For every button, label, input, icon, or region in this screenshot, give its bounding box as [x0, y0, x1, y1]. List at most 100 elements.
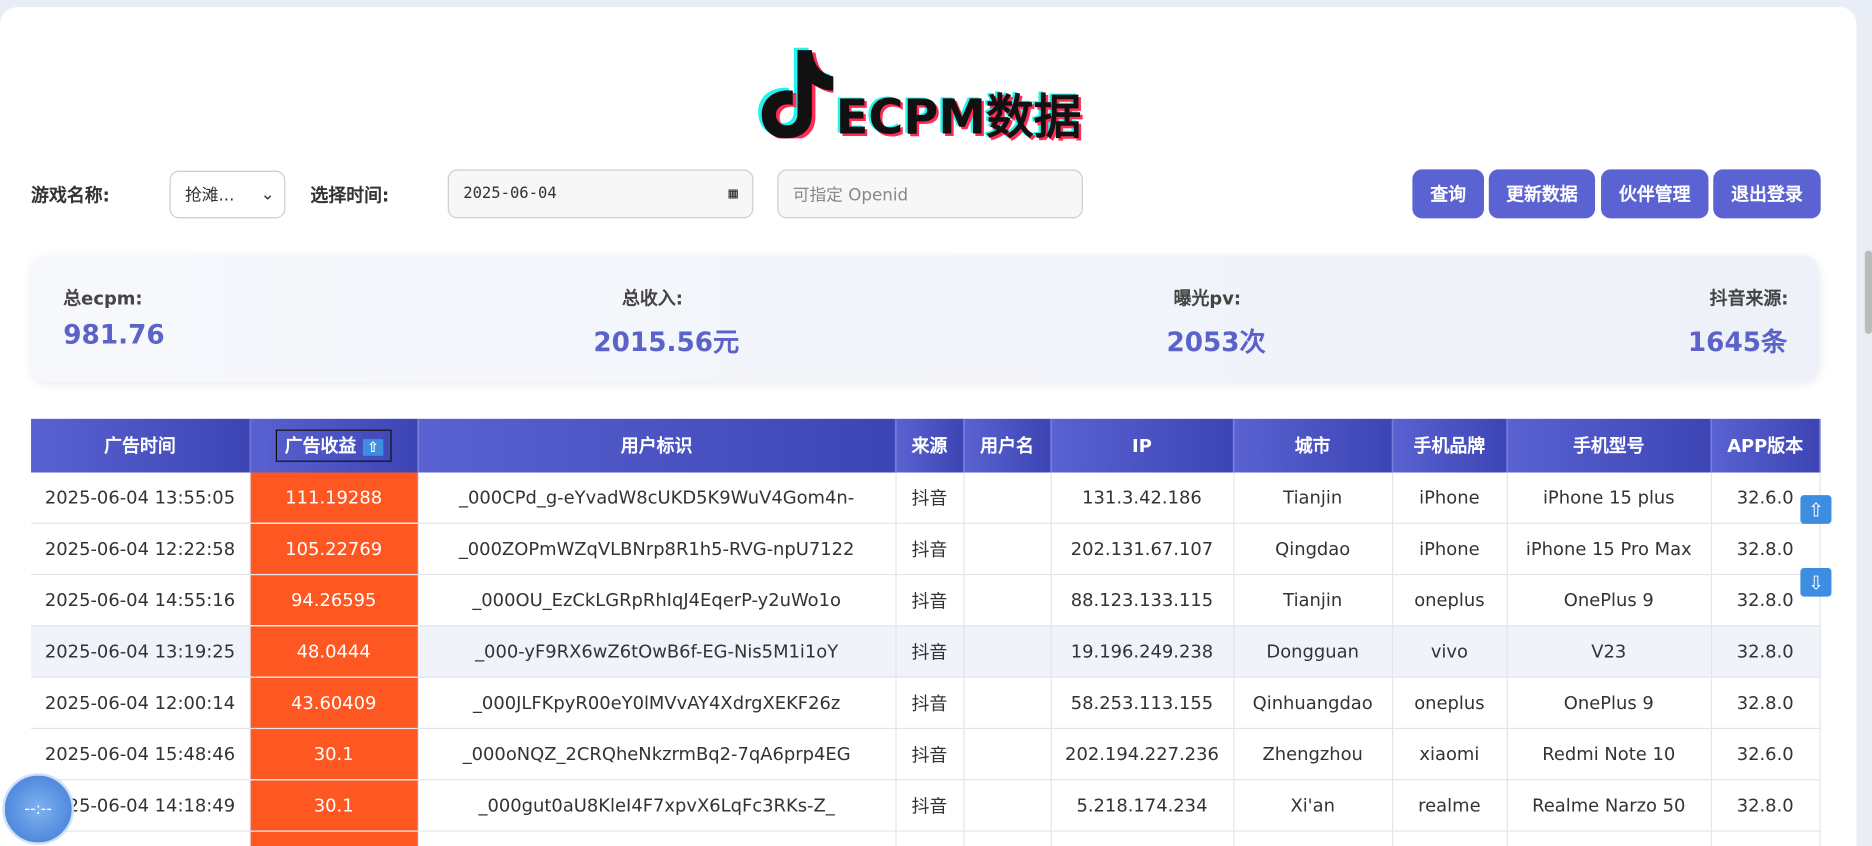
cell-model: iPhone 15 plus	[1506, 472, 1712, 524]
update-button[interactable]: 更新数据	[1488, 169, 1596, 219]
header-row: 广告时间 广告收益 ⇧ 用户标识 来源 用户名 IP 城市 手机品牌 手机型号 APP版本	[31, 418, 1821, 473]
cell-username	[963, 779, 1052, 832]
cell-ip: 202.194.227.236	[1050, 728, 1234, 781]
cell-uid: _000OU_EzCkLGRpRhIqJ4EqerP-y2uWo1o	[417, 574, 897, 627]
table-row: 2025-06-04 13:55:05 111.19288 _000CPd_g-eY…	[31, 472, 1821, 524]
cell-brand: oneplus	[1392, 574, 1508, 627]
column-header: 用户标识	[417, 418, 897, 473]
cell-revenue: 105.22769	[249, 523, 419, 576]
column-header: 城市	[1233, 418, 1393, 473]
cell-brand: iPhone	[1392, 523, 1508, 576]
cell-username	[963, 523, 1052, 576]
cell-source: 抖音	[895, 625, 965, 678]
logout-button[interactable]: 退出登录	[1713, 169, 1821, 219]
column-header: 广告收益 ⇧	[249, 418, 419, 473]
cell-ip: 202.131.67.107	[1050, 523, 1234, 576]
stat-label: 抖音来源:	[1709, 287, 1789, 310]
data-table: 广告时间 广告收益 ⇧ 用户标识 来源 用户名 IP 城市 手机品牌 手机型号 APP版本 2025…	[31, 418, 1821, 846]
table-row: 2025-06-04 13:19:25 48.0444 _000-yF9RX6wZ6…	[31, 625, 1821, 678]
cell-city: Xi'an	[1233, 779, 1393, 832]
query-button[interactable]: 查询	[1412, 169, 1485, 219]
date-input[interactable]: 2025-06-04 ▦	[447, 169, 754, 219]
cell-revenue: 111.19288	[249, 472, 419, 524]
partner-button[interactable]: 伙伴管理	[1601, 169, 1709, 219]
scrollbar[interactable]	[1864, 250, 1872, 335]
cell-revenue: 94.26595	[249, 574, 419, 627]
game-select[interactable]: 抢滩... ⌄	[169, 170, 286, 219]
cell-version: 32.6.0	[1710, 728, 1821, 781]
cell-version: 32.8.0	[1710, 523, 1821, 576]
stat-value: 981.76	[63, 320, 165, 351]
cell-uid: _000gut0aU8KleI4F7xpvX6LqFc3RKs-Z_	[417, 779, 897, 832]
table-row: 2025-06-04 14:55:16 94.26595 _000OU_EzCkLG…	[31, 574, 1821, 627]
cell-uid: _000-yF9RX6wZ6tOwB6f-EG-Nis5M1i1oY	[417, 625, 897, 678]
cell-revenue: 43.60409	[249, 677, 419, 730]
cell-source: 抖音	[895, 779, 965, 832]
column-header: 广告时间	[31, 418, 251, 473]
cell-model: Redmi Note 10	[1506, 728, 1712, 781]
dropdown-caret: ⌄	[260, 184, 275, 205]
cell-time: 2025-06-04 13:47:41	[31, 831, 251, 846]
cell-uid: _000ZOPmWZqVLBNrp8R1h5-RVG-npU7122	[417, 523, 897, 576]
cell-version: 32.8.0	[1710, 779, 1821, 832]
cell-model: Realme Narzo 50	[1506, 779, 1712, 832]
cell-username	[963, 677, 1052, 730]
cell-brand: vivo	[1392, 625, 1508, 678]
column-header: 用户名	[963, 418, 1052, 473]
stat-label: 总ecpm:	[63, 287, 143, 310]
cell-time: 2025-06-04 12:22:58	[31, 523, 251, 576]
cell-uid: _000CPd_g-eYvadW8cUKD5K9WuV4Gom4n-	[417, 472, 897, 524]
table-row: 2025-06-04 12:22:58 105.22769 _000ZOPmWZqV…	[31, 523, 1821, 576]
cell-time: 2025-06-04 14:55:16	[31, 574, 251, 627]
cell-brand: xiaomi	[1392, 728, 1508, 781]
cell-revenue: 48.0444	[249, 625, 419, 678]
cell-time: 2025-06-04 13:55:05	[31, 472, 251, 524]
cell-source: 抖音	[895, 831, 965, 846]
cell-version: 32.8.0	[1710, 831, 1821, 846]
floating-clock[interactable]: --:--	[2, 773, 75, 845]
cell-username	[963, 625, 1052, 678]
stat-label: 曝光pv:	[1173, 287, 1242, 310]
cell-uid: _000RrRr-_cja_wy2PuCBbfFBJglYFqmrc	[417, 831, 897, 846]
table-row: 2025-06-04 12:00:14 43.60409 _000JLFKpyR00…	[31, 677, 1821, 730]
time-label: 选择时间:	[310, 184, 390, 207]
cell-source: 抖音	[895, 574, 965, 627]
column-header: IP	[1050, 418, 1234, 473]
clock-text: --:--	[24, 800, 53, 818]
cell-time: 2025-06-04 15:48:46	[31, 728, 251, 781]
cell-ip: 131.3.42.186	[1050, 472, 1234, 524]
table-row: 2025-06-04 13:47:4130.1_000RrRr-_cja_wy2…	[31, 831, 1821, 846]
cell-username	[963, 472, 1052, 524]
scroll-down-button[interactable]: ⇩	[1800, 567, 1832, 597]
cell-username	[963, 831, 1052, 846]
page-title: ECPM数据	[835, 90, 1082, 146]
cell-source: 抖音	[895, 728, 965, 781]
cell-model: iPhone 15 Pro Max	[1506, 831, 1712, 846]
cell-city: Zhengzhou	[1233, 728, 1393, 781]
cell-version: 32.8.0	[1710, 625, 1821, 678]
openid-placeholder: 可指定 Openid	[792, 185, 909, 205]
cell-model: OnePlus 9	[1506, 677, 1712, 730]
column-header: APP版本	[1710, 418, 1821, 473]
stat-label: 总收入:	[622, 287, 683, 310]
cell-ip: 19.196.249.238	[1050, 625, 1234, 678]
cell-city: Tianjin	[1233, 574, 1393, 627]
cell-model: iPhone 15 Pro Max	[1506, 523, 1712, 576]
openid-input[interactable]: 可指定 Openid	[777, 169, 1083, 219]
header-text: 广告收益	[284, 435, 357, 457]
cell-source: 抖音	[895, 677, 965, 730]
date-value: 2025-06-04	[463, 184, 557, 203]
cell-city: Pingdingshan	[1233, 831, 1393, 846]
cell-city: Qinhuangdao	[1233, 677, 1393, 730]
cell-uid: _000JLFKpyR00eY0lMVvAY4XdrgXEKF26z	[417, 677, 897, 730]
cell-brand: realme	[1392, 779, 1508, 832]
cell-source: 抖音	[895, 472, 965, 524]
cell-city: Tianjin	[1233, 472, 1393, 524]
column-header: 来源	[895, 418, 965, 473]
stat-value: 1645条	[1687, 328, 1788, 358]
scroll-up-button[interactable]: ⇧	[1800, 495, 1832, 524]
cell-uid: _000oNQZ_2CRQheNkzrmBq2-7qA6prp4EG	[417, 728, 897, 781]
sort-header[interactable]: 广告收益 ⇧	[276, 429, 392, 462]
